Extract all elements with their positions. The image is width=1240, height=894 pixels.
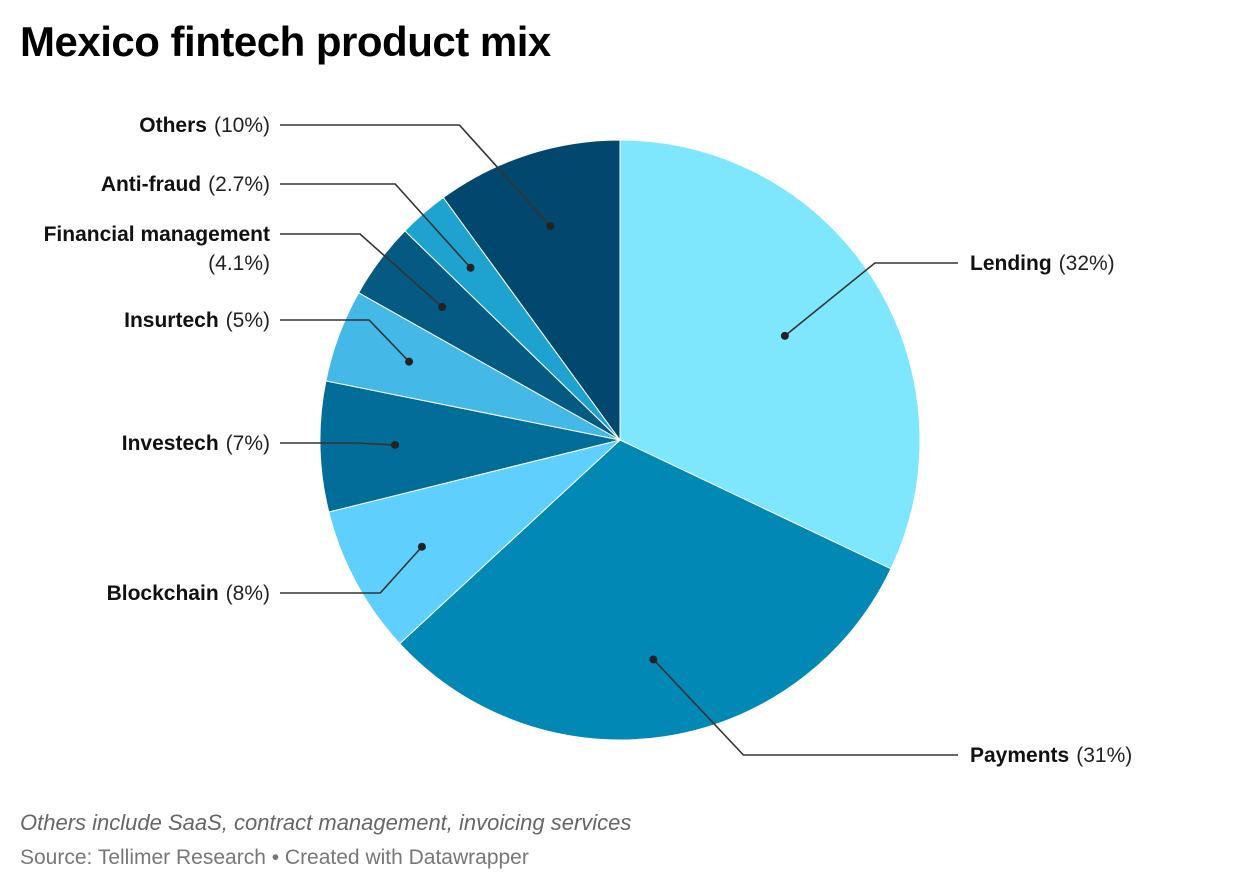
slice-label-name: Financial management	[44, 223, 270, 246]
leader-line-blockchain	[280, 546, 423, 594]
slice-label-others: Others (10%)	[139, 114, 270, 137]
leader-line-anti-fraud	[280, 183, 472, 269]
leader-line-others	[280, 124, 551, 227]
slice-label-name: Blockchain	[107, 582, 219, 605]
slice-label-anti-fraud: Anti-fraud (2.7%)	[101, 173, 270, 196]
pie-slice-payments	[398, 439, 892, 741]
slice-label-blockchain: Blockchain (8%)	[107, 582, 270, 605]
slice-label-name: Payments	[970, 744, 1069, 767]
pie-chart: Lending (32%) Payments (31%) Blockchain (8%) I…	[44, 114, 1133, 767]
leader-dot-anti-fraud	[466, 263, 475, 272]
slice-label-name: Lending	[970, 252, 1052, 275]
slice-label-payments: Payments (31%)	[970, 744, 1132, 767]
leader-line-financial-management	[280, 233, 443, 308]
slice-label-value: (32%)	[1059, 252, 1115, 275]
chart-source: Source: Tellimer Research • Created with…	[20, 846, 529, 869]
leader-dot-payments	[649, 655, 658, 664]
slice-labels: Lending (32%) Payments (31%) Blockchain (8%) I…	[44, 114, 1133, 767]
slice-label-value: (7%)	[226, 432, 270, 455]
slice-label-value: (2.7%)	[208, 173, 270, 196]
slice-label-value: (8%)	[226, 582, 270, 605]
chart-note: Others include SaaS, contract management…	[20, 810, 632, 835]
leader-dot-lending	[780, 331, 789, 340]
leader-line-investech	[280, 442, 396, 446]
slice-label-lending: Lending (32%)	[970, 252, 1115, 275]
leader-line-insurtech	[280, 319, 410, 363]
leader-dot-insurtech	[405, 357, 414, 366]
slice-label-value: (4.1%)	[208, 252, 270, 275]
pie-slice-blockchain	[328, 439, 621, 645]
slice-label-value: (5%)	[226, 309, 270, 332]
slice-label-investech: Investech (7%)	[122, 432, 270, 455]
slice-label-value: (31%)	[1076, 744, 1132, 767]
pie-slice-others	[442, 139, 621, 442]
pie-slices	[319, 139, 921, 741]
leader-dot-others	[546, 222, 555, 231]
chart-title: Mexico fintech product mix	[20, 18, 551, 65]
slice-label-value: (10%)	[214, 114, 270, 137]
label-leaders	[280, 124, 958, 756]
slice-label-name: Others	[139, 114, 207, 137]
slice-label-insurtech: Insurtech (5%)	[124, 309, 270, 332]
slice-label-name: Investech	[122, 432, 219, 455]
slice-label-financial-management: Financial management (4.1%)	[44, 223, 270, 275]
slice-label-name: Insurtech	[124, 309, 219, 332]
slice-label-name: Anti-fraud	[101, 173, 201, 196]
pie-slice-lending	[619, 139, 921, 570]
pie-slice-investech	[319, 380, 621, 513]
leader-dot-investech	[391, 440, 400, 449]
leader-dot-blockchain	[417, 542, 426, 551]
leader-line-lending	[784, 262, 958, 337]
leader-line-payments	[652, 658, 958, 756]
leader-dot-financial-management	[438, 303, 447, 312]
